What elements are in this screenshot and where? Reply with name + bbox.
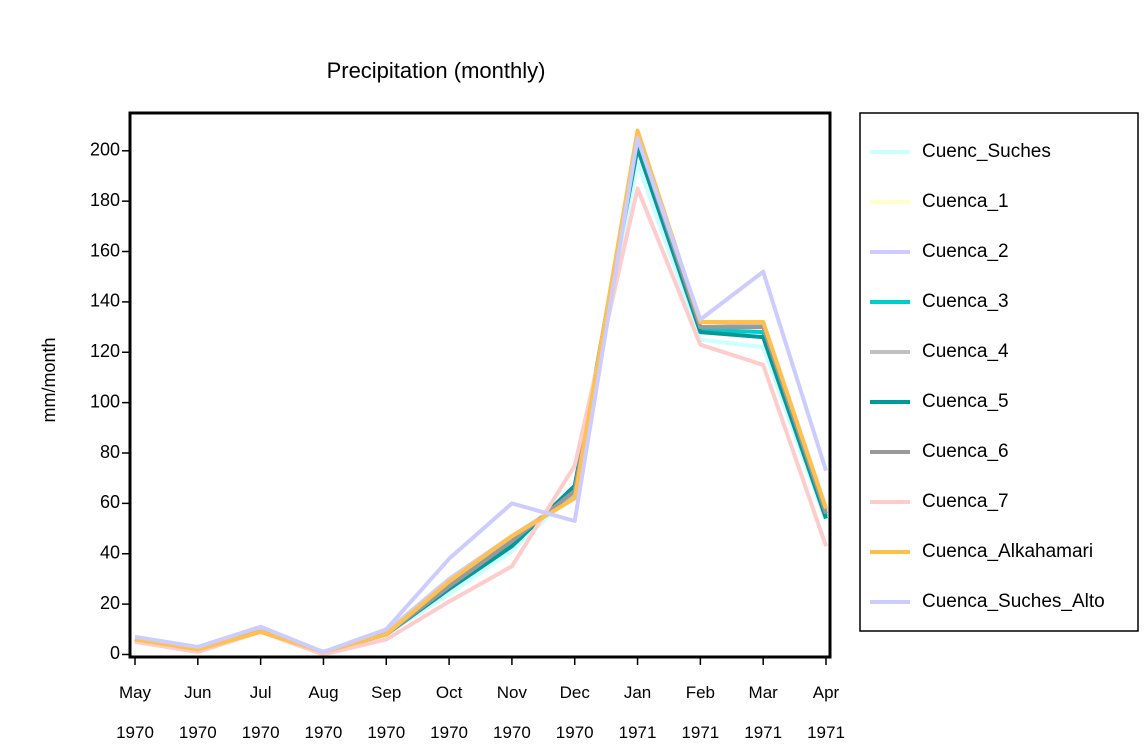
x-tick-label: Dec 1970 [555,683,594,742]
legend-label: Cuenca_Suches_Alto [922,591,1105,612]
y-tick-label: 200 [90,140,120,160]
chart-title: Precipitation (monthly) [327,58,546,83]
x-tick-label: Jan 1971 [618,683,657,742]
x-tick-label: Aug 1970 [304,683,343,742]
x-tick-label: Sep 1970 [367,683,406,742]
legend-label: Cuenca_4 [922,341,1009,362]
x-tick-label: Jul 1970 [241,683,280,742]
x-tick-label: Jun 1970 [178,683,217,742]
y-tick-label: 20 [100,593,120,613]
legend-label: Cuenca_2 [922,241,1009,262]
x-tick-label: Oct 1970 [430,683,468,742]
y-tick-label: 80 [100,442,120,462]
y-tick-label: 180 [90,190,120,210]
x-tick-label: Feb 1971 [681,683,720,742]
legend-label: Cuenca_6 [922,441,1009,462]
series-line [134,146,828,654]
series-line [134,186,828,657]
y-tick-label: 40 [100,542,120,562]
legend-label: Cuenc_Suches [922,141,1051,162]
legend-label: Cuenca_Alkahamari [922,541,1093,562]
series-line [134,128,828,654]
legend-label: Cuenca_1 [922,191,1009,212]
series-line [134,141,828,654]
legend-label: Cuenca_3 [922,291,1009,312]
y-tick-label: 140 [90,291,120,311]
x-tick-label: Apr 1971 [807,683,845,742]
legend-box [859,112,1139,632]
y-tick-label: 60 [100,492,120,512]
y-tick-label: 100 [90,391,120,411]
x-tick-label: Mar 1971 [744,683,783,742]
series-line [134,161,828,654]
legend-label: Cuenca_7 [922,491,1009,512]
y-tick-label: 160 [90,240,120,260]
y-axis-label: mm/month [39,337,59,422]
series-line [134,136,828,654]
x-tick-label: May 1970 [116,683,154,742]
legend-label: Cuenca_5 [922,391,1009,412]
y-tick-label: 120 [90,341,120,361]
plot-frame [128,111,832,659]
x-tick-label: Nov 1970 [492,683,531,742]
y-tick-label: 0 [110,643,120,663]
